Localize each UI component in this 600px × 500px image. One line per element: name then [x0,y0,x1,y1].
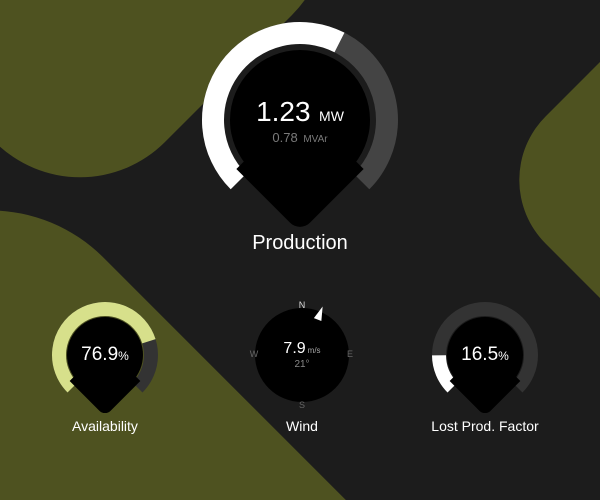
wind-speed-row: 7.9m/s [283,340,320,358]
production-value-row: 1.23 MW [256,96,344,128]
production-secondary-value: 0.78 [272,130,297,145]
production-unit: MW [319,108,344,124]
production-gauge: 1.23 MW 0.78 MVAr Production [190,20,410,255]
lost-unit: % [498,349,509,363]
production-title: Production [190,232,410,255]
lost-title: Lost Prod. Factor [420,418,550,434]
production-disc: 1.23 MW 0.78 MVAr [230,50,370,190]
lost-value: 16.5 [461,344,498,365]
production-secondary-unit: MVAr [303,134,327,145]
lost-value-row: 16.5% [461,344,509,366]
availability-value-row: 76.9% [81,344,129,366]
availability-gauge: 76.9% Availability [40,300,170,434]
wind-title: Wind [237,418,367,434]
availability-title: Availability [40,418,170,434]
wind-speed-unit: m/s [308,346,321,355]
wind-speed: 7.9 [283,340,305,357]
lost-disc: 16.5% [447,317,523,393]
wind-direction: 21° [294,359,309,370]
production-value: 1.23 [256,96,311,127]
wind-center: 7.9m/s 21° [247,300,357,410]
availability-value: 76.9 [81,344,118,365]
lost-gauge: 16.5% Lost Prod. Factor [420,300,550,434]
availability-disc: 76.9% [67,317,143,393]
production-secondary-row: 0.78 MVAr [272,130,327,145]
wind-gauge: N S E W 7.9m/s 21° Wind [237,300,367,434]
availability-unit: % [118,349,129,363]
